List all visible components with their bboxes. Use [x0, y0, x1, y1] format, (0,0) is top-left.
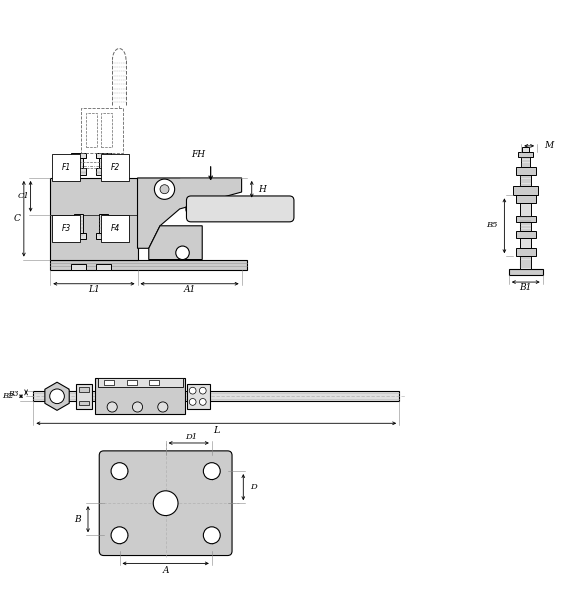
Bar [71, 153, 86, 158]
Circle shape [189, 387, 196, 394]
Bar [33, 391, 399, 401]
Bar [97, 264, 111, 270]
Bar [104, 380, 115, 385]
FancyBboxPatch shape [100, 451, 232, 556]
Text: B2: B2 [2, 392, 14, 400]
Circle shape [176, 246, 189, 260]
Bar [79, 387, 89, 392]
Text: F4: F4 [111, 224, 120, 233]
Bar [97, 153, 111, 158]
Bar [97, 232, 111, 240]
Bar [520, 238, 531, 248]
Polygon shape [137, 178, 242, 248]
Bar [523, 147, 529, 152]
Text: L: L [213, 425, 219, 435]
Circle shape [111, 463, 128, 480]
Text: F3: F3 [62, 224, 70, 233]
Circle shape [49, 389, 65, 404]
Circle shape [203, 527, 220, 544]
Bar [101, 113, 112, 147]
Bar [100, 158, 108, 168]
Text: F2: F2 [111, 163, 120, 172]
Bar [76, 384, 93, 409]
Bar [79, 401, 89, 405]
Bar [520, 175, 531, 186]
Bar [520, 204, 531, 216]
FancyBboxPatch shape [186, 196, 294, 222]
Circle shape [158, 402, 168, 412]
Bar [516, 168, 536, 175]
Circle shape [154, 179, 175, 199]
Text: A: A [162, 566, 169, 575]
Bar [71, 232, 86, 240]
Text: FH: FH [191, 150, 205, 159]
Text: D1: D1 [186, 434, 198, 441]
Bar [97, 168, 111, 175]
Bar [509, 268, 542, 276]
Text: B: B [74, 514, 81, 524]
Bar [187, 384, 210, 409]
Circle shape [186, 201, 201, 217]
Text: C1: C1 [18, 192, 30, 201]
Circle shape [153, 491, 178, 516]
Circle shape [107, 402, 117, 412]
Bar [516, 231, 536, 238]
Circle shape [200, 387, 206, 394]
Text: M: M [544, 142, 553, 150]
Text: B1: B1 [520, 283, 532, 292]
Bar [68, 162, 125, 168]
Bar [150, 380, 159, 385]
Bar [74, 214, 83, 236]
Circle shape [200, 398, 206, 405]
Bar [516, 195, 536, 204]
Circle shape [111, 527, 128, 544]
Polygon shape [149, 226, 202, 260]
Bar [100, 214, 108, 236]
Circle shape [190, 205, 197, 212]
Text: B3: B3 [8, 390, 19, 398]
Text: D: D [250, 483, 257, 491]
Bar [519, 152, 533, 157]
Bar [71, 168, 86, 175]
Text: H: H [258, 185, 267, 194]
Bar [50, 178, 137, 260]
Bar [516, 216, 536, 222]
Text: L1: L1 [88, 285, 100, 294]
Circle shape [133, 402, 143, 412]
Circle shape [160, 185, 169, 194]
Bar [513, 186, 538, 195]
Bar [71, 264, 86, 270]
Circle shape [189, 398, 196, 405]
Text: A1: A1 [183, 285, 196, 294]
Text: B5: B5 [486, 221, 498, 229]
Bar [86, 113, 97, 147]
Bar [98, 378, 183, 386]
Circle shape [203, 463, 220, 480]
Bar [50, 260, 247, 270]
Bar [81, 107, 123, 153]
Bar [74, 158, 83, 168]
Polygon shape [45, 382, 69, 411]
Text: C: C [13, 214, 20, 223]
Bar [95, 378, 185, 414]
Bar [520, 222, 531, 231]
Bar [521, 157, 530, 168]
Text: F1: F1 [62, 163, 70, 172]
Bar [127, 380, 137, 385]
Bar [516, 248, 536, 256]
Bar [520, 256, 531, 268]
